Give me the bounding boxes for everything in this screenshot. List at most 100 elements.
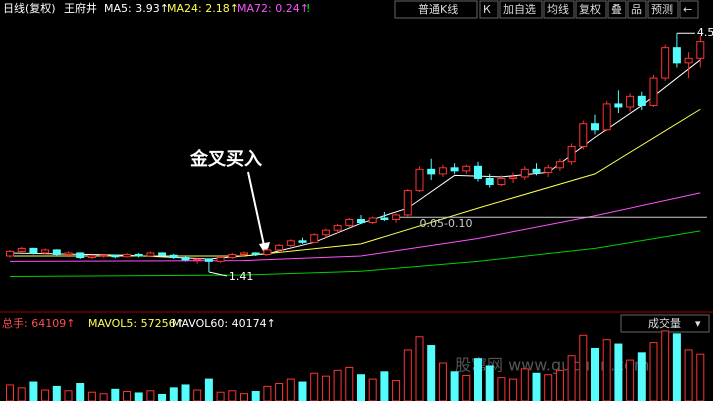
candle-body	[649, 77, 658, 106]
toolbar-button[interactable]	[499, 0, 543, 19]
watermark: 股窜网 www.gucuan.com	[455, 356, 649, 375]
candle-body	[29, 247, 38, 254]
volume-bar	[380, 371, 389, 401]
flag: !	[306, 2, 310, 15]
candle-body	[485, 177, 494, 186]
volume-bar	[158, 393, 167, 401]
candle-body	[345, 219, 354, 227]
candle-body	[368, 217, 377, 224]
toolbar-button[interactable]	[543, 0, 575, 19]
toolbar-button[interactable]	[647, 0, 679, 19]
volume-bar	[696, 353, 705, 401]
toolbar-button-label[interactable]: 预测	[651, 3, 673, 16]
toolbar-button-label[interactable]: 品	[631, 3, 642, 16]
candle-body	[509, 176, 518, 179]
annotation-arrow	[247, 171, 266, 251]
volume-bar	[29, 381, 38, 401]
candle-body	[684, 57, 693, 64]
back-button[interactable]	[679, 0, 699, 19]
volume-bar	[251, 391, 260, 401]
candle-body	[637, 95, 646, 106]
volume-bar	[345, 366, 354, 401]
volume-bar	[310, 372, 319, 401]
toolbar-button-label[interactable]: 加自选	[503, 3, 536, 16]
candle-body	[321, 229, 330, 236]
volume-bar	[76, 382, 85, 401]
reference-label: 0.05-0.10	[420, 217, 473, 230]
volume-bar	[111, 388, 120, 401]
volume-bar	[450, 371, 459, 401]
toolbar-button-label[interactable]: 复权	[579, 2, 601, 16]
volume-bar	[649, 342, 658, 401]
volume-selector-label[interactable]: 成交量	[648, 316, 681, 330]
candle-body	[591, 123, 599, 131]
volume-bar	[591, 347, 599, 401]
back-label[interactable]: ←	[683, 3, 692, 16]
candle-body	[415, 168, 424, 192]
volume-bar	[87, 391, 96, 401]
volume-bar	[415, 336, 424, 401]
volume-bar	[286, 378, 295, 401]
volume-bar	[357, 374, 365, 401]
volume-bar	[240, 393, 248, 401]
toolbar-button[interactable]	[607, 0, 627, 19]
volume-bar	[520, 368, 529, 401]
toolbar-button-label[interactable]: 叠	[611, 3, 622, 16]
candle-body	[123, 253, 131, 258]
volume-bar	[579, 334, 588, 401]
candle-body	[567, 146, 576, 163]
candle-body	[380, 217, 389, 221]
candle-body	[403, 190, 412, 216]
toolbar-button-label[interactable]: 均线	[547, 2, 569, 16]
candle-body	[579, 123, 588, 148]
max-label: 4.55	[697, 26, 713, 39]
volume-bar	[544, 374, 553, 401]
volume-bar	[684, 349, 693, 401]
ma-line	[10, 108, 701, 257]
candle-body	[169, 254, 178, 259]
candle-body	[41, 249, 50, 254]
candle-body	[298, 240, 307, 243]
volume-bar	[321, 375, 330, 401]
arrow-head	[259, 242, 270, 256]
volume-bar	[181, 384, 190, 401]
volume-bar	[52, 385, 61, 401]
candle-body	[76, 252, 85, 259]
mavol5: MAVOL5: 57256↑	[88, 317, 185, 330]
candle-body	[158, 252, 167, 256]
volume-bar	[497, 377, 506, 401]
period: 日线(复权)	[3, 1, 56, 15]
mode-label[interactable]: 普通K线	[418, 2, 458, 16]
dropdown-arrow: ▾	[695, 317, 701, 330]
ma24-label: MA24: 2.18↑	[167, 2, 239, 15]
candle-body	[99, 254, 108, 257]
volume-bar	[368, 378, 377, 401]
mavol60: MAVOL60: 40174↑	[172, 317, 276, 330]
candle-body	[392, 214, 401, 221]
toolbar-button-label[interactable]: К	[483, 3, 491, 16]
candle-body	[474, 165, 482, 179]
candle-body	[263, 249, 272, 255]
min-pointer	[208, 271, 228, 277]
candle-body	[87, 255, 96, 259]
candle-body	[626, 95, 635, 108]
candle-body	[602, 103, 611, 131]
volume-bar	[298, 381, 307, 401]
candle-body	[497, 177, 506, 186]
candle-body	[146, 252, 155, 257]
candle-body	[696, 41, 705, 59]
volume-bar	[614, 343, 623, 401]
volume-bar	[169, 387, 178, 401]
candle-body	[251, 252, 260, 255]
toolbar-button[interactable]	[575, 0, 607, 19]
volume-bar	[474, 358, 482, 401]
candle-body	[204, 258, 213, 262]
candle-body	[240, 252, 248, 255]
toolbar-button[interactable]	[627, 0, 647, 19]
toolbar-button[interactable]	[479, 0, 499, 19]
candle-body	[450, 167, 459, 172]
volume-bar	[263, 385, 272, 401]
mode-box[interactable]	[394, 0, 478, 19]
annotation: 金叉买入	[189, 148, 262, 170]
candle-body	[555, 161, 564, 169]
